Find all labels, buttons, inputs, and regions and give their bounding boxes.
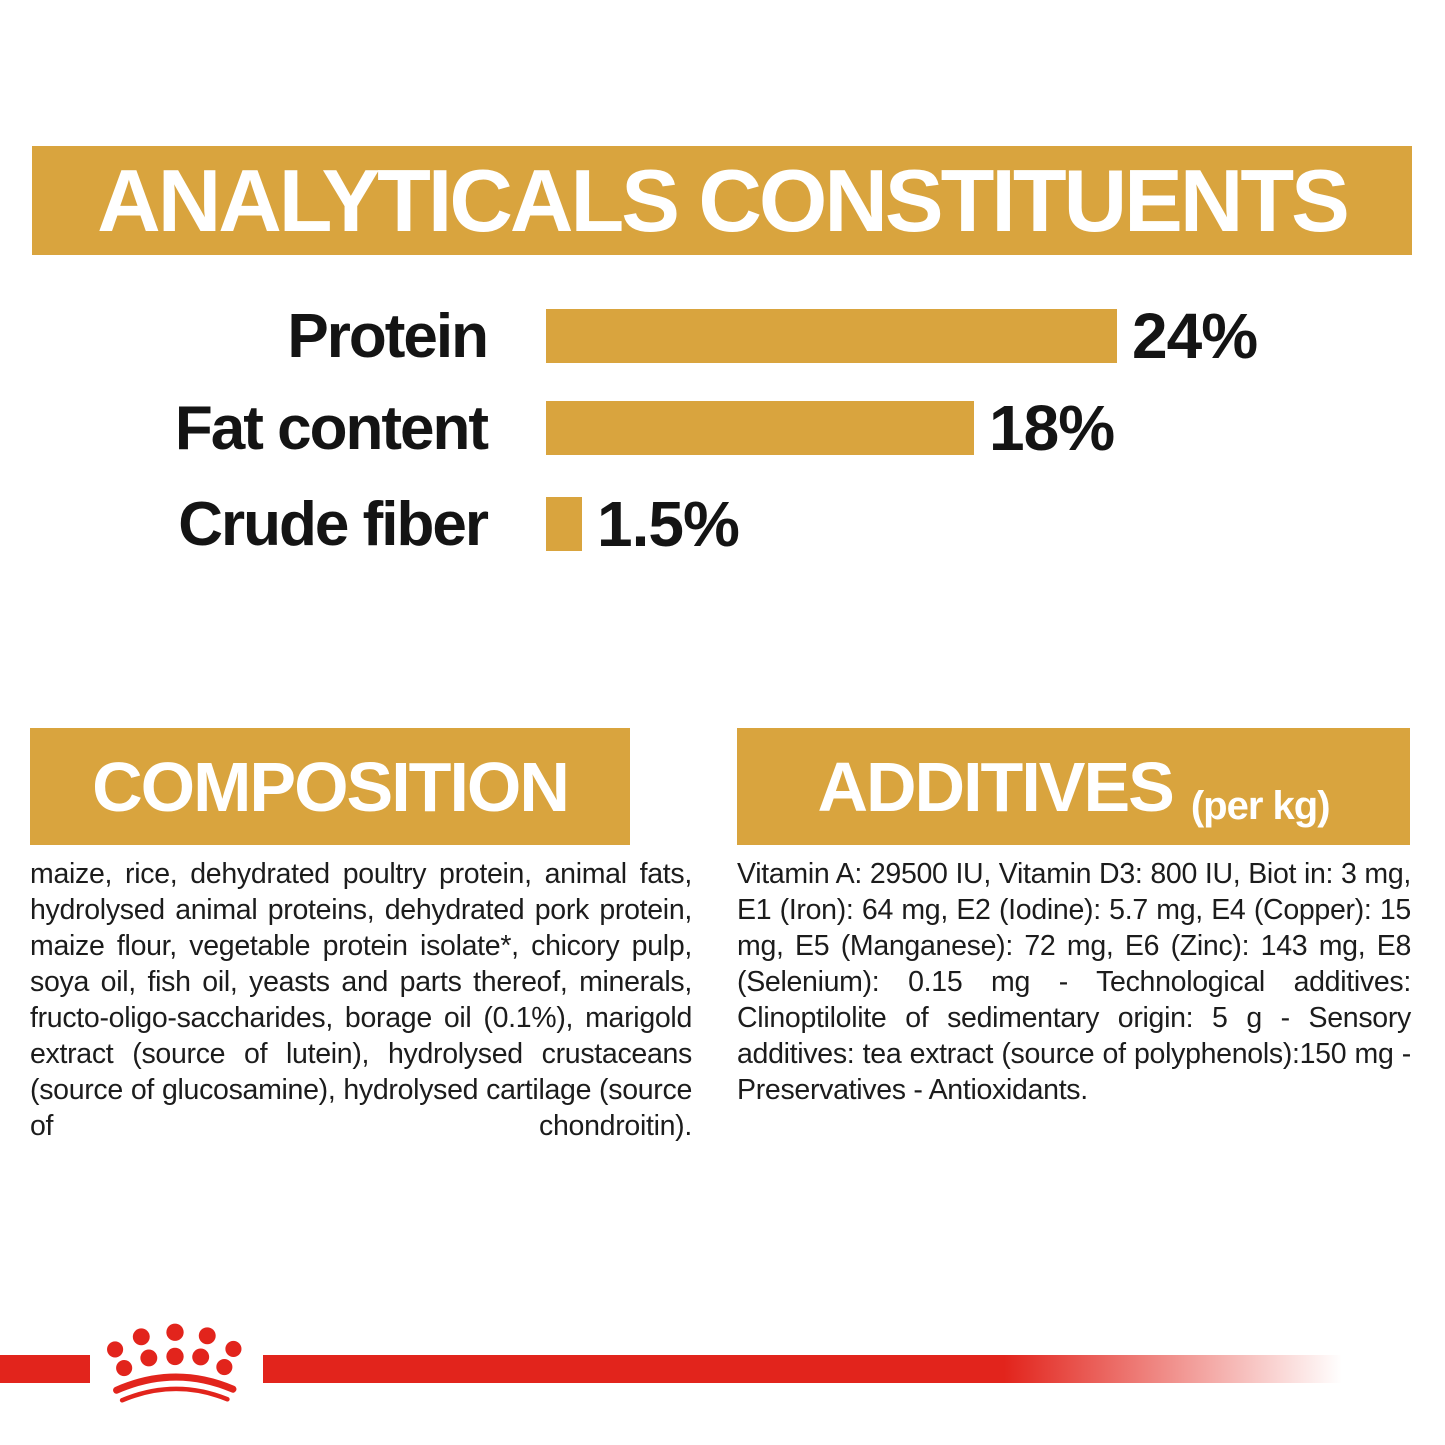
brand-stripe-left	[0, 1355, 90, 1383]
protein-value: 24%	[1132, 300, 1258, 372]
composition-text: maize, rice, dehydrated poultry protein,…	[30, 858, 692, 1142]
crude-fiber-bar	[546, 497, 582, 551]
chart-row-fat-content: Fat content 18%	[32, 392, 1445, 464]
crude-fiber-value: 1.5%	[597, 488, 740, 560]
additives-banner: ADDITIVES (per kg)	[737, 728, 1410, 845]
composition-banner: COMPOSITION	[30, 728, 630, 845]
royal-canin-crown-icon	[107, 1323, 242, 1403]
chart-row-crude-fiber: Crude fiber 1.5%	[32, 488, 1445, 560]
protein-label: Protein	[287, 301, 489, 371]
additives-unit: (per kg)	[1190, 784, 1331, 828]
composition-title: COMPOSITION	[92, 747, 570, 826]
analyticals-banner: ANALYTICALS CONSTITUENTS	[32, 146, 1412, 255]
protein-bar	[546, 309, 1117, 363]
brand-stripe-right	[263, 1355, 1353, 1383]
additives-title: ADDITIVES	[817, 747, 1174, 826]
analyticals-title: ANALYTICALS CONSTITUENTS	[97, 150, 1350, 250]
fat-content-bar	[546, 401, 974, 455]
crude-fiber-label: Crude fiber	[178, 489, 489, 559]
chart-row-protein: Protein 24%	[32, 300, 1445, 372]
additives-text: Vitamin A: 29500 IU, Vitamin D3: 800 IU,…	[737, 858, 1411, 1106]
fat-content-value: 18%	[989, 392, 1115, 464]
fat-content-label: Fat content	[174, 393, 489, 463]
